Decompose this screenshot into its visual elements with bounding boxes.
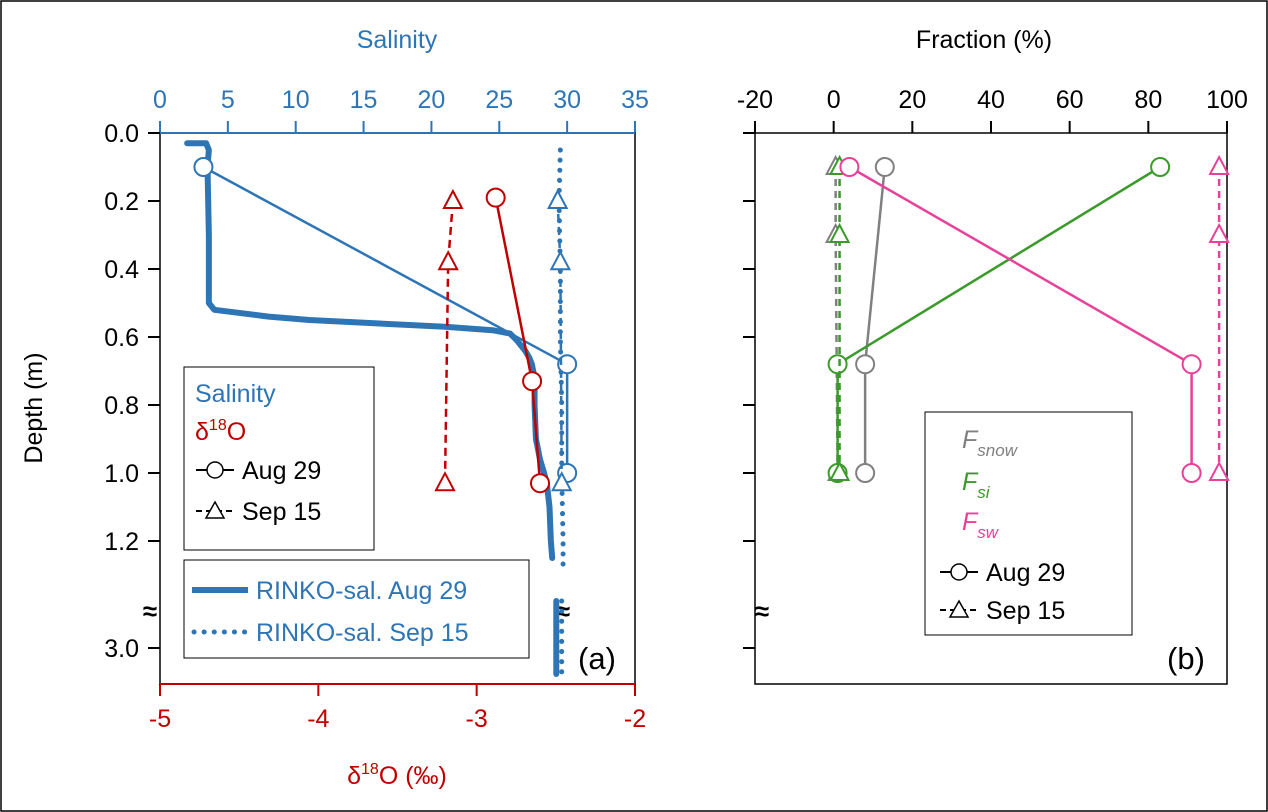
fraction-marker-sw [1208,154,1230,175]
fraction-marker-snow [855,354,876,375]
salinity-tick-label: 25 [485,86,513,114]
panel-a-legend-markers: Salinity δ18O Aug 29 Sep 15 [183,366,375,551]
d18o-marker [434,471,456,492]
legend-b-triangle-marker [948,599,970,618]
fraction-tick-label: 80 [1134,86,1162,114]
salinity-tick-label: 35 [621,86,649,114]
d18o-line-sep-15 [443,200,455,484]
salinity-tick-label: 15 [350,86,378,114]
legend-salinity-title: Salinity [195,380,276,408]
legend-rinko-sep15-label: RINKO-sal. Sep 15 [256,619,469,647]
salinity-tick-label: 10 [282,86,310,114]
panel-a-top-tick-labels: 0 5 10 15 20 25 30 35 [153,86,649,133]
d18o-marker [522,371,543,392]
panel-b-axis-break-left: ≈ [755,596,769,626]
panel-a-rinko-legend-box [183,559,530,659]
fraction-marker-si [828,460,851,481]
fraction-marker-si [828,222,851,243]
fraction-marker-sw [1208,460,1230,481]
panel-a-bottom-axis-title: δ18O (‰) [347,761,447,790]
salinity-marker [549,250,572,271]
d18o-tick-label: -4 [307,705,329,733]
legend-b-sep15-label: Sep 15 [986,597,1065,625]
fraction-marker-snow [874,157,895,177]
salinity-tick-label: 30 [553,86,581,114]
depth-tick-label: 0.8 [104,392,139,420]
fraction-marker-sw [1181,463,1202,483]
fraction-marker-snow [855,463,876,483]
salinity-tick-label: 0 [153,86,167,114]
fraction-tick-label: 60 [1056,86,1084,114]
fraction-marker-si [1150,157,1171,177]
fraction-marker-sw [1208,222,1230,243]
salinity-marker [546,188,569,209]
panel-b-legend-box [924,411,1133,636]
fraction-tick-label: -20 [737,86,773,114]
legend-b-aug29-label: Aug 29 [986,559,1065,587]
d18o-marker [442,188,464,209]
legend-triangle-marker [204,500,226,519]
panel-b-plot-frame [754,132,1228,685]
rinko-profile-aug29 [184,140,556,561]
salinity-marker [551,471,573,492]
panel-b-top-axis-title: Fraction (%) [916,26,1052,54]
panel-a-legend-rinko: RINKO-sal. Aug 29 RINKO-sal. Sep 15 [183,559,530,659]
legend-sep15-label: Sep 15 [242,498,321,526]
fraction-tick-label: 0 [827,86,841,114]
depth-tick-label: 0.2 [104,188,139,216]
legend-circle-marker [206,461,224,479]
depth-tick-label: 0.4 [104,256,139,284]
legend-rinko-aug29-label: RINKO-sal. Aug 29 [256,577,467,605]
d18o-marker [530,473,550,494]
panel-a-top-axis-title: Salinity [357,26,438,54]
panel-b-top-tick-labels: -20 0 20 40 60 80 100 [737,86,1248,649]
salinity-tick-label: 20 [418,86,446,114]
panel-a-plot-area: ≈ ≈ [143,140,578,677]
fraction-marker-si [827,354,848,375]
d18o-tick-label: -5 [149,705,171,733]
fraction-tick-label: 40 [977,86,1005,114]
fraction-tick-label: 100 [1206,86,1248,114]
d18o-tick-label: -2 [624,705,646,733]
panel-a-legend-box [183,366,375,551]
panel-a-axis-break-left: ≈ [143,596,157,626]
legend-d18o-title: δ18O [195,417,246,446]
panel-a: Salinity 0 5 10 15 20 25 30 35 -5 -4 -3 -2 0.00.20… [20,26,649,790]
panel-b-legend: Fsnow Fsi Fsw Aug 29 Sep 15 [924,411,1133,636]
d18o-marker [485,187,506,208]
depth-tick-label: 0.6 [104,324,139,352]
depth-tick-label: 0.0 [104,120,139,148]
d18o-marker [437,250,459,271]
depth-tick-label: 3.0 [104,635,139,663]
panel-a-depth-axis-title: Depth (m) [20,352,48,463]
panel-a-depth-tick-labels: 0.0 0.2 0.4 0.6 0.8 1.0 1.2 3.0 [104,120,160,663]
legend-fsw-label: Fsw [962,508,1000,542]
panel-a-bottom-tick-labels: -5 -4 -3 -2 [149,684,646,733]
panel-b-plot-area: ≈ [755,154,1230,626]
panel-a-label: (a) [578,641,616,676]
depth-tick-label: 1.2 [104,528,139,556]
salinity-marker [193,157,214,177]
salinity-tick-label: 5 [221,86,235,114]
legend-b-circle-marker [950,563,968,581]
salinity-line-sep-15 [556,200,563,484]
fraction-marker-sw [1181,354,1202,375]
fraction-marker-sw [839,157,860,177]
panel-b: Fraction (%) -20 0 20 40 60 80 100 ≈ Fsnow Fsi… [737,26,1248,685]
salinity-marker [557,354,578,375]
panel-b-label: (b) [1167,641,1205,676]
legend-fsi-label: Fsi [962,468,991,502]
legend-aug29-label: Aug 29 [242,457,321,485]
d18o-tick-label: -3 [466,705,488,733]
depth-tick-label: 1.0 [104,460,139,488]
fraction-tick-label: 20 [898,86,926,114]
legend-fsnow-label: Fsnow [962,426,1019,460]
